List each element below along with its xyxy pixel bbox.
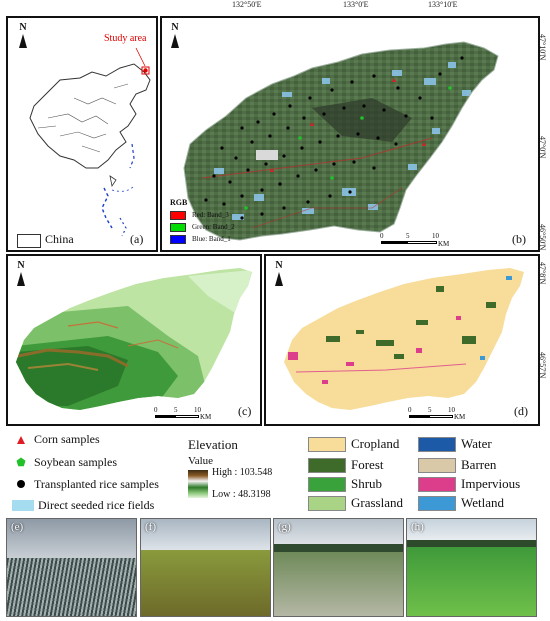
transplanted-rice-label: Transplanted rice samples	[34, 477, 159, 491]
scale-bar-c: 0 5 10 KM	[154, 406, 244, 421]
blue-band-label: Blue: Band_1	[192, 235, 231, 244]
wetland-swatch	[418, 496, 456, 511]
rgb-legend-green: Green: Band_2	[170, 223, 235, 232]
scale-unit: KM	[438, 240, 450, 248]
scale-tick-0: 0	[154, 406, 158, 414]
panel-c-elevation: N 0 5 10 KM (c)	[6, 254, 262, 426]
lon-label-2: 133°0'E	[343, 0, 369, 9]
lon-label-3: 133°10'E	[428, 0, 458, 9]
scale-bar-b: 0 5 10 KM	[380, 232, 470, 248]
study-area-label: Study area	[104, 33, 147, 44]
panel-label-b: (b)	[512, 232, 526, 246]
north-label: N	[19, 22, 27, 33]
red-swatch	[170, 211, 186, 220]
rgb-legend-red: Red: Band_3	[170, 211, 229, 220]
panel-label-d: (d)	[514, 404, 528, 418]
elevation-title: Elevation	[188, 437, 238, 452]
photo-e-label: (e)	[11, 521, 24, 533]
elevation-high-label: High : 103.548	[212, 467, 273, 478]
direct-seeded-symbol	[12, 500, 34, 511]
photo-h-label: (h)	[411, 521, 424, 533]
north-arrow-b: N	[168, 22, 182, 48]
elevation-value-label: Value	[188, 455, 214, 467]
north-label: N	[275, 260, 283, 271]
china-legend-box	[17, 234, 41, 248]
north-arrow-icon	[19, 34, 27, 48]
photo-h-green-field: (h)	[406, 518, 537, 617]
scale-unit: KM	[454, 413, 466, 421]
wetland-label: Wetland	[461, 495, 504, 510]
photo-e-transplanted-rice: (e)	[6, 518, 137, 617]
photo-g-label: (g)	[278, 521, 291, 533]
photo-f-label: (f)	[145, 521, 156, 533]
impervious-swatch	[418, 477, 456, 492]
grassland-swatch	[308, 496, 346, 511]
scale-tick-10: 10	[448, 406, 455, 414]
scale-bar-d: 0 5 10 KM	[408, 406, 498, 421]
cropland-swatch	[308, 437, 346, 452]
panel-b-rgb-image: N RGB Red: Band_3 Green: Band_2 Blue: Ba…	[160, 16, 540, 252]
elevation-low-label: Low : 48.3198	[212, 489, 271, 500]
barren-swatch	[418, 458, 456, 473]
panel-label-a: (a)	[130, 232, 144, 246]
barren-label: Barren	[461, 457, 497, 472]
forest-label: Forest	[351, 457, 384, 472]
north-label: N	[17, 260, 25, 271]
elevation-map	[16, 268, 252, 410]
green-band-label: Green: Band_2	[192, 223, 235, 232]
direct-seeded-label: Direct seeded rice fields	[38, 498, 155, 512]
panel-label-c: (c)	[238, 404, 252, 418]
blue-swatch	[170, 235, 186, 244]
photo-f-field: (f)	[140, 518, 271, 617]
north-arrow-icon	[275, 272, 283, 286]
red-band-label: Red: Band_3	[192, 211, 229, 220]
impervious-label: Impervious	[461, 476, 521, 491]
panel-a-china-map: Study area N China (a)	[6, 16, 158, 252]
forest-swatch	[308, 458, 346, 473]
soybean-samples-label: Soybean samples	[34, 455, 117, 469]
elevation-color-ramp	[188, 470, 208, 498]
scale-tick-5: 5	[174, 406, 178, 414]
north-arrow-icon	[171, 34, 179, 48]
rgb-legend-title: RGB	[170, 198, 188, 207]
photo-g-field: (g)	[273, 518, 404, 617]
north-arrow-a: N	[16, 22, 30, 48]
china-outline-map	[29, 47, 151, 237]
scale-tick-10: 10	[432, 232, 439, 240]
water-swatch	[418, 437, 456, 452]
corn-symbol	[17, 436, 25, 444]
soybean-symbol	[16, 457, 26, 467]
shrub-swatch	[308, 477, 346, 492]
grassland-label: Grassland	[351, 495, 403, 510]
landcover-map	[284, 268, 524, 410]
scale-tick-0: 0	[380, 232, 384, 240]
lon-label-1: 132°50'E	[232, 0, 262, 9]
transplanted-rice-symbol	[17, 480, 25, 488]
north-arrow-d: N	[272, 260, 286, 286]
north-arrow-icon	[17, 272, 25, 286]
green-swatch	[170, 223, 186, 232]
scale-tick-5: 5	[428, 406, 432, 414]
cropland-label: Cropland	[351, 436, 400, 451]
satellite-composite	[183, 41, 499, 241]
china-legend-label: China	[45, 232, 74, 246]
scale-tick-10: 10	[194, 406, 201, 414]
scale-tick-5: 5	[406, 232, 410, 240]
scale-tick-0: 0	[408, 406, 412, 414]
rgb-legend-blue: Blue: Band_1	[170, 235, 231, 244]
shrub-label: Shrub	[351, 476, 383, 491]
panel-d-landcover: N 0 5 10 KM (d)	[264, 254, 540, 426]
scale-unit: KM	[200, 413, 212, 421]
water-label: Water	[461, 436, 492, 451]
north-label: N	[171, 22, 179, 33]
corn-samples-label: Corn samples	[34, 432, 100, 446]
north-arrow-c: N	[14, 260, 28, 286]
